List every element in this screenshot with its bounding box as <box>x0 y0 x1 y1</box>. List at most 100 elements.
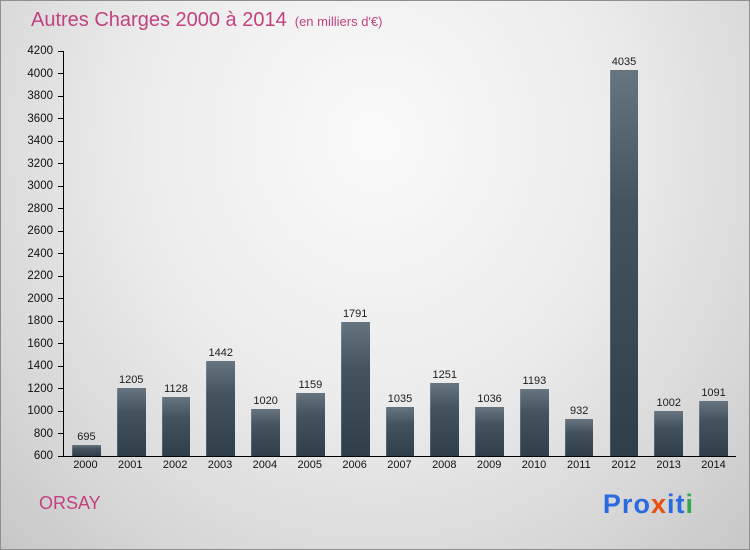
logo-letter: t <box>675 489 686 519</box>
x-tick-label: 2012 <box>611 459 636 471</box>
logo-letter: i <box>666 489 676 519</box>
bar-value-label: 1205 <box>118 373 144 386</box>
y-tick-mark <box>58 95 63 97</box>
bar-value-label: 1193 <box>522 375 547 388</box>
bar-value-label: 1251 <box>432 368 458 381</box>
y-tick-mark <box>58 185 63 187</box>
y-tick-mark <box>58 253 63 254</box>
y-tick-mark <box>58 275 63 277</box>
x-tick-label: 2010 <box>521 459 547 471</box>
y-tick-label: 3400 <box>27 135 53 147</box>
bar <box>161 396 191 456</box>
x-axis: 2000 2001 2002 2003 2004 2005 2006 2007 2008 2009… <box>63 459 736 471</box>
y-tick-mark <box>58 163 63 164</box>
y-tick-label: 1200 <box>27 382 53 395</box>
y-tick-mark <box>58 298 63 299</box>
x-tick-label: 2004 <box>252 459 278 471</box>
y-tick-mark <box>58 73 63 74</box>
y-tick-label: 2000 <box>27 292 53 305</box>
logo-letter: i <box>685 489 694 519</box>
y-tick-mark <box>58 50 63 52</box>
y-tick-label: 3800 <box>27 90 53 102</box>
bar-value-label: 1159 <box>298 379 323 392</box>
y-axis: 600 800 1000 1200 1400 1600 1800 2000 2200 2400 26… <box>1 45 63 462</box>
y-tick-mark <box>58 455 63 457</box>
bar-slot: 1036 <box>467 51 512 456</box>
bar-slot: 1251 <box>422 51 467 456</box>
bar-slot: 1128 <box>154 51 199 456</box>
y-tick-mark <box>58 140 63 142</box>
y-tick-mark <box>58 365 63 367</box>
logo-letter: P <box>602 489 622 519</box>
bar-slot: 1159 <box>288 51 333 456</box>
x-tick-label: 2006 <box>342 459 367 471</box>
page-subtitle: (en milliers d'€) <box>294 14 383 29</box>
bar-slot: 932 <box>557 51 602 456</box>
bar <box>340 322 370 456</box>
bar-value-label: 1442 <box>208 347 234 360</box>
bar-value-label: 932 <box>569 404 589 417</box>
bar-value-label: 1036 <box>477 392 502 405</box>
y-tick-mark <box>58 208 63 209</box>
bar <box>430 382 460 456</box>
y-tick-mark <box>58 230 63 232</box>
bar <box>564 418 594 456</box>
bar <box>699 400 728 456</box>
y-tick-label: 800 <box>33 427 53 440</box>
x-tick-label: 2014 <box>701 459 726 471</box>
bar <box>206 361 236 456</box>
x-tick-label: 2009 <box>476 459 502 471</box>
bar <box>251 408 280 456</box>
logo-letter: o <box>633 489 651 519</box>
bar-slot: 1091 <box>691 51 736 456</box>
bar-value-label: 1002 <box>656 396 681 409</box>
y-tick-label: 1600 <box>27 337 53 350</box>
bar <box>116 387 146 456</box>
y-tick-label: 2400 <box>27 247 53 260</box>
bar-value-label: 1020 <box>253 394 278 407</box>
bar-slot: 4035 <box>602 51 647 456</box>
bar <box>296 393 325 456</box>
logo-letter: x <box>650 489 667 519</box>
bar-value-label: 1035 <box>387 393 413 406</box>
bar-value-label: 1791 <box>342 308 368 321</box>
bar-slot: 1020 <box>243 51 288 456</box>
x-tick-label: 2008 <box>432 459 457 471</box>
x-tick-label: 2001 <box>118 459 143 471</box>
company-label: ORSAY <box>39 493 101 513</box>
bar-slot: 1035 <box>378 51 423 456</box>
bar-slot: 695 <box>64 51 109 456</box>
y-tick-mark <box>58 118 63 119</box>
x-tick-label: 2003 <box>207 459 233 471</box>
bar-slot: 1442 <box>198 51 243 456</box>
x-tick-label: 2007 <box>387 459 412 471</box>
bar <box>385 407 415 456</box>
y-tick-label: 1000 <box>27 405 53 417</box>
bar-slot: 1193 <box>512 51 557 456</box>
y-tick-label: 2800 <box>27 202 53 215</box>
bar-value-label: 695 <box>77 431 96 444</box>
bar <box>654 410 684 456</box>
y-tick-label: 3200 <box>27 157 53 170</box>
bar <box>475 406 504 456</box>
y-tick-mark <box>58 410 63 412</box>
bar-slot: 1205 <box>109 51 154 456</box>
x-tick-label: 2011 <box>567 459 591 471</box>
y-tick-label: 2600 <box>27 225 53 237</box>
y-tick-label: 600 <box>33 450 53 462</box>
x-tick-label: 2002 <box>162 459 188 471</box>
page-title: Autres Charges 2000 à 2014 <box>31 9 287 31</box>
bar-value-label: 1091 <box>701 386 726 399</box>
bar-value-label: 4035 <box>611 55 637 68</box>
y-tick-mark <box>58 433 63 435</box>
y-tick-mark <box>58 343 63 344</box>
bar <box>520 389 549 456</box>
title-row: Autres Charges 2000 à 2014 (en milliers d… <box>31 9 382 32</box>
y-tick-label: 1800 <box>27 315 53 328</box>
bar-slot: 1791 <box>333 51 378 456</box>
x-tick-label: 2013 <box>656 459 681 471</box>
y-tick-mark <box>58 388 63 390</box>
y-tick-label: 4000 <box>27 67 53 80</box>
x-tick-label: 2005 <box>297 459 322 471</box>
